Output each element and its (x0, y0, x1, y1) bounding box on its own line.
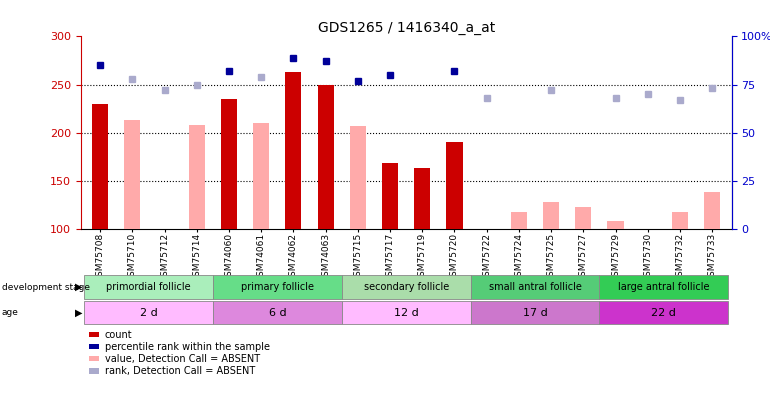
Bar (92, 104, 109, 229)
Text: 22 d: 22 d (651, 308, 676, 318)
Text: 17 d: 17 d (523, 308, 547, 318)
Text: value, Detection Call = ABSENT: value, Detection Call = ABSENT (105, 354, 259, 364)
Bar (350, 126, 366, 229)
Text: count: count (105, 330, 132, 339)
Text: primary follicle: primary follicle (241, 282, 314, 292)
Bar (124, 120, 140, 229)
Bar (704, 192, 720, 229)
Text: small antral follicle: small antral follicle (489, 282, 581, 292)
Text: development stage: development stage (2, 283, 89, 292)
Bar (414, 168, 430, 229)
Bar (511, 211, 527, 229)
Text: 6 d: 6 d (269, 308, 286, 318)
Bar (543, 202, 559, 229)
Text: secondary follicle: secondary follicle (363, 282, 449, 292)
Bar (382, 164, 398, 229)
Bar (253, 123, 270, 229)
Text: 2 d: 2 d (139, 308, 157, 318)
Bar (189, 125, 205, 229)
Bar (575, 207, 591, 229)
Text: percentile rank within the sample: percentile rank within the sample (105, 342, 270, 352)
Text: large antral follicle: large antral follicle (618, 282, 710, 292)
Bar (608, 221, 624, 229)
Bar (447, 142, 463, 229)
Bar (317, 85, 333, 229)
Bar (672, 211, 688, 229)
Text: 12 d: 12 d (393, 308, 419, 318)
Bar (221, 99, 237, 229)
Text: ▶: ▶ (75, 282, 82, 292)
Bar (286, 72, 302, 229)
Text: primordial follicle: primordial follicle (106, 282, 191, 292)
Text: age: age (2, 308, 18, 317)
Title: GDS1265 / 1416340_a_at: GDS1265 / 1416340_a_at (317, 21, 495, 35)
Text: rank, Detection Call = ABSENT: rank, Detection Call = ABSENT (105, 366, 255, 376)
Text: ▶: ▶ (75, 308, 82, 318)
